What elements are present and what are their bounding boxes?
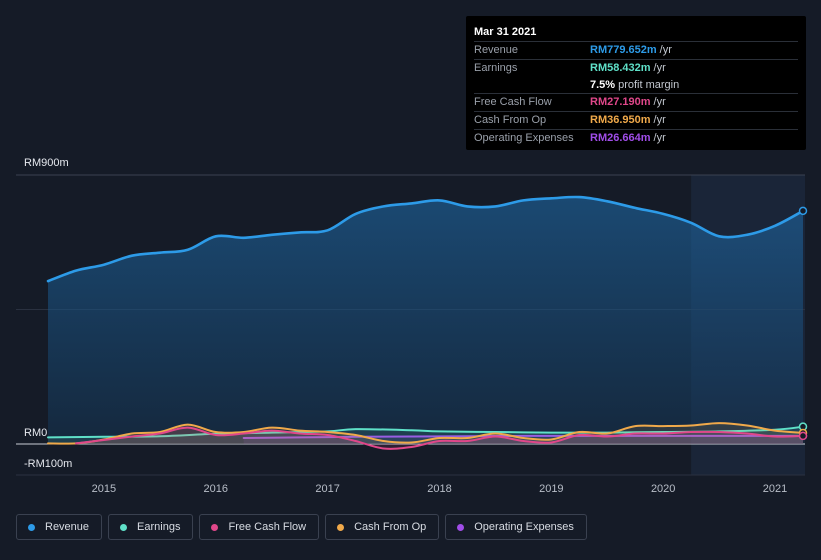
tooltip-label: Operating Expenses: [474, 131, 574, 144]
tooltip-row-free-cash-flow: Free Cash Flow RM27.190m /yr: [474, 93, 798, 111]
legend-dot-icon: [457, 523, 465, 531]
tooltip-panel: Mar 31 2021 Revenue RM779.652m /yr Earni…: [466, 16, 806, 150]
tooltip-row-operating-expenses: Operating Expenses RM26.664m /yr: [474, 128, 798, 147]
tooltip-label: Cash From Op: [474, 114, 547, 127]
tooltip-value: RM27.190m: [590, 96, 651, 109]
y-tick-label: RM0: [24, 427, 47, 439]
x-tick-label: 2019: [539, 483, 563, 495]
legend-dot-icon: [337, 523, 345, 531]
x-tick-label: 2015: [92, 483, 116, 495]
legend-dot-icon: [120, 523, 128, 531]
tooltip-value: RM58.432m: [590, 61, 651, 74]
tooltip-unit: /yr: [659, 44, 672, 56]
legend-item-revenue[interactable]: Revenue: [16, 514, 103, 540]
tooltip-unit: /yr: [653, 114, 666, 127]
chart-legend: Revenue Earnings Free Cash Flow Cash Fro…: [16, 514, 587, 540]
y-tick-label: RM900m: [24, 157, 69, 169]
tooltip-label: Free Cash Flow: [474, 96, 552, 109]
tooltip-date: Mar 31 2021: [474, 26, 537, 38]
legend-dot-icon: [211, 523, 219, 531]
x-tick-label: 2016: [204, 483, 228, 495]
tooltip-label: Revenue: [474, 44, 519, 56]
x-tick-label: 2021: [763, 483, 787, 495]
tooltip-row-profit-margin: 7.5% profit margin: [474, 77, 798, 94]
earnings-area: [48, 426, 803, 444]
tooltip-value: RM36.950m: [590, 114, 651, 127]
legend-item-earnings[interactable]: Earnings: [108, 514, 194, 540]
free-cash-flow-area: [76, 427, 803, 449]
revenue-end-point: [798, 206, 808, 216]
tooltip-row-earnings: Earnings RM58.432m /yr: [474, 58, 798, 77]
tooltip-unit: /yr: [653, 131, 666, 144]
tooltip-value: RM26.664m: [590, 131, 651, 144]
legend-item-free-cash-flow[interactable]: Free Cash Flow: [199, 514, 320, 540]
tooltip-row-revenue: Revenue RM779.652m /yr: [474, 41, 798, 59]
y-tick-label: -RM100m: [24, 458, 72, 470]
legend-item-operating-expenses[interactable]: Operating Expenses: [445, 514, 587, 540]
tooltip-unit: /yr: [653, 61, 666, 74]
cash-from-op-line: [47, 422, 804, 445]
tooltip-value: 7.5%: [590, 78, 616, 91]
tooltip-unit: profit margin: [618, 78, 680, 91]
legend-label: Earnings: [137, 521, 181, 533]
revenue-line: [46, 195, 805, 283]
cash-from-op-area: [48, 423, 803, 444]
legend-label: Cash From Op: [354, 521, 427, 533]
legend-label: Operating Expenses: [474, 521, 574, 533]
tooltip-label: Earnings: [474, 61, 518, 74]
free-cash-flow-line: [75, 426, 804, 450]
x-tick-label: 2017: [315, 483, 339, 495]
revenue-area: [48, 196, 803, 444]
tooltip-label: [474, 77, 590, 94]
free-cash-flow-end-point: [798, 431, 808, 441]
x-tick-label: 2020: [651, 483, 675, 495]
legend-label: Free Cash Flow: [228, 521, 307, 533]
legend-label: Revenue: [45, 521, 90, 533]
legend-item-cash-from-op[interactable]: Cash From Op: [325, 514, 440, 540]
tooltip-unit: /yr: [653, 96, 666, 109]
x-tick-label: 2018: [427, 483, 451, 495]
legend-dot-icon: [28, 523, 35, 531]
tooltip-row-cash-from-op: Cash From Op RM36.950m /yr: [474, 111, 798, 129]
tooltip-value: RM779.652m: [590, 44, 657, 56]
